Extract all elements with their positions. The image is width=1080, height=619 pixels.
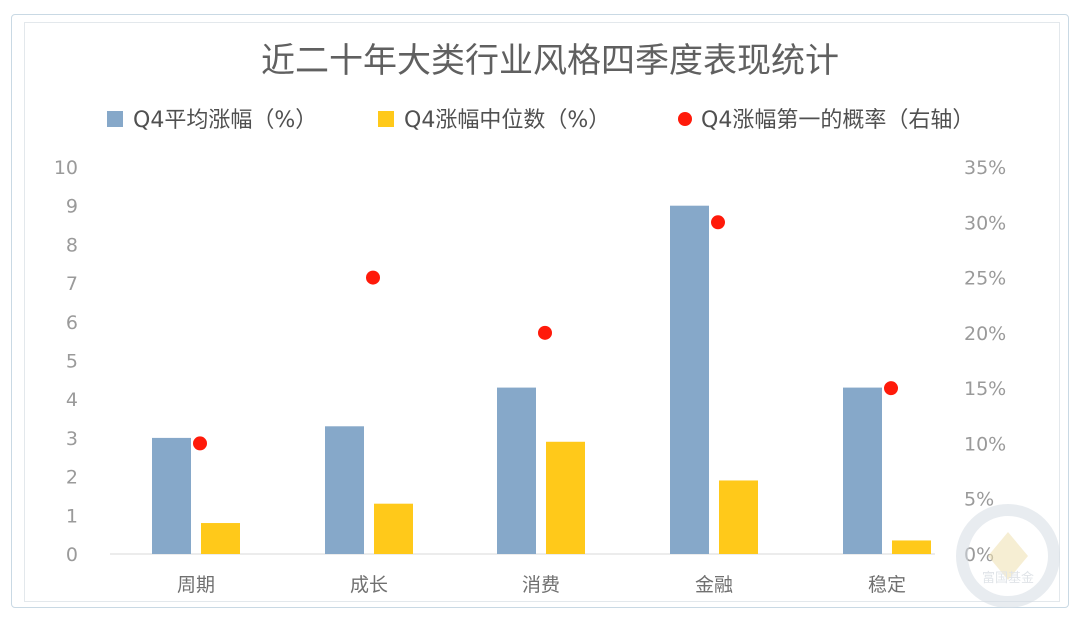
legend-swatch-median <box>378 111 394 127</box>
watermark-ring <box>956 504 1060 608</box>
right-tick-label: 15% <box>964 378 1006 400</box>
left-tick-label: 0 <box>66 544 78 566</box>
prob-marker <box>193 436 207 451</box>
legend-swatch-avg <box>107 111 123 127</box>
bar-median <box>374 503 413 554</box>
right-tick-label: 35% <box>964 157 1006 179</box>
x-tick-label: 金融 <box>695 574 733 596</box>
bar-avg <box>152 437 191 554</box>
x-tick-label: 稳定 <box>868 574 906 596</box>
bar-avg <box>325 426 364 554</box>
bar-median <box>546 441 585 554</box>
prob-marker <box>884 381 898 396</box>
bar-avg <box>670 205 709 554</box>
left-tick-label: 2 <box>66 467 78 489</box>
x-axis-labels: 周期 成长 消费 金融 稳定 <box>177 574 906 596</box>
left-tick-label: 3 <box>66 428 78 450</box>
left-tick-label: 6 <box>66 312 78 334</box>
left-tick-label: 1 <box>66 505 78 527</box>
prob-marker <box>538 325 552 340</box>
left-tick-label: 8 <box>66 234 78 256</box>
probability-markers <box>193 215 898 451</box>
right-axis: 0% 5% 10% 15% 20% 25% 30% 35% <box>964 157 1006 566</box>
x-tick-label: 消费 <box>522 574 560 596</box>
watermark-logo: 富国基金 <box>956 504 1060 608</box>
bar-median <box>892 540 931 554</box>
right-tick-label: 25% <box>964 268 1006 290</box>
bar-avg <box>497 387 536 554</box>
x-tick-label: 周期 <box>177 574 215 596</box>
watermark-text: 富国基金 <box>982 570 1034 586</box>
legend-marker-prob <box>678 112 692 126</box>
legend-label-prob: Q4涨幅第一的概率（右轴） <box>701 108 974 133</box>
prob-marker <box>711 215 725 230</box>
chart-title: 近二十年大类行业风格四季度表现统计 <box>261 41 839 81</box>
legend-label-avg: Q4平均涨幅（%） <box>133 108 317 133</box>
left-tick-label: 10 <box>54 157 78 179</box>
prob-marker <box>366 270 380 285</box>
bar-median <box>719 480 758 554</box>
left-tick-label: 4 <box>66 389 78 411</box>
right-tick-label: 5% <box>964 489 994 511</box>
chart-outer-frame <box>11 14 1069 608</box>
right-tick-label: 20% <box>964 323 1006 345</box>
bar-avg <box>843 387 882 554</box>
right-tick-label: 10% <box>964 433 1006 455</box>
left-tick-label: 5 <box>66 351 78 373</box>
bar-median <box>201 523 240 554</box>
x-tick-label: 成长 <box>350 574 388 596</box>
left-tick-label: 9 <box>66 196 78 218</box>
right-tick-label: 0% <box>964 544 994 566</box>
left-axis: 0 1 2 3 4 5 6 7 8 9 10 <box>54 157 78 566</box>
legend: Q4平均涨幅（%） Q4涨幅中位数（%） Q4涨幅第一的概率（右轴） <box>107 108 974 133</box>
chart-inner-frame <box>24 22 1060 602</box>
watermark-diamond <box>988 532 1028 580</box>
legend-label-median: Q4涨幅中位数（%） <box>404 108 610 133</box>
right-tick-label: 30% <box>964 212 1006 234</box>
left-tick-label: 7 <box>66 273 78 295</box>
bars <box>152 205 931 554</box>
